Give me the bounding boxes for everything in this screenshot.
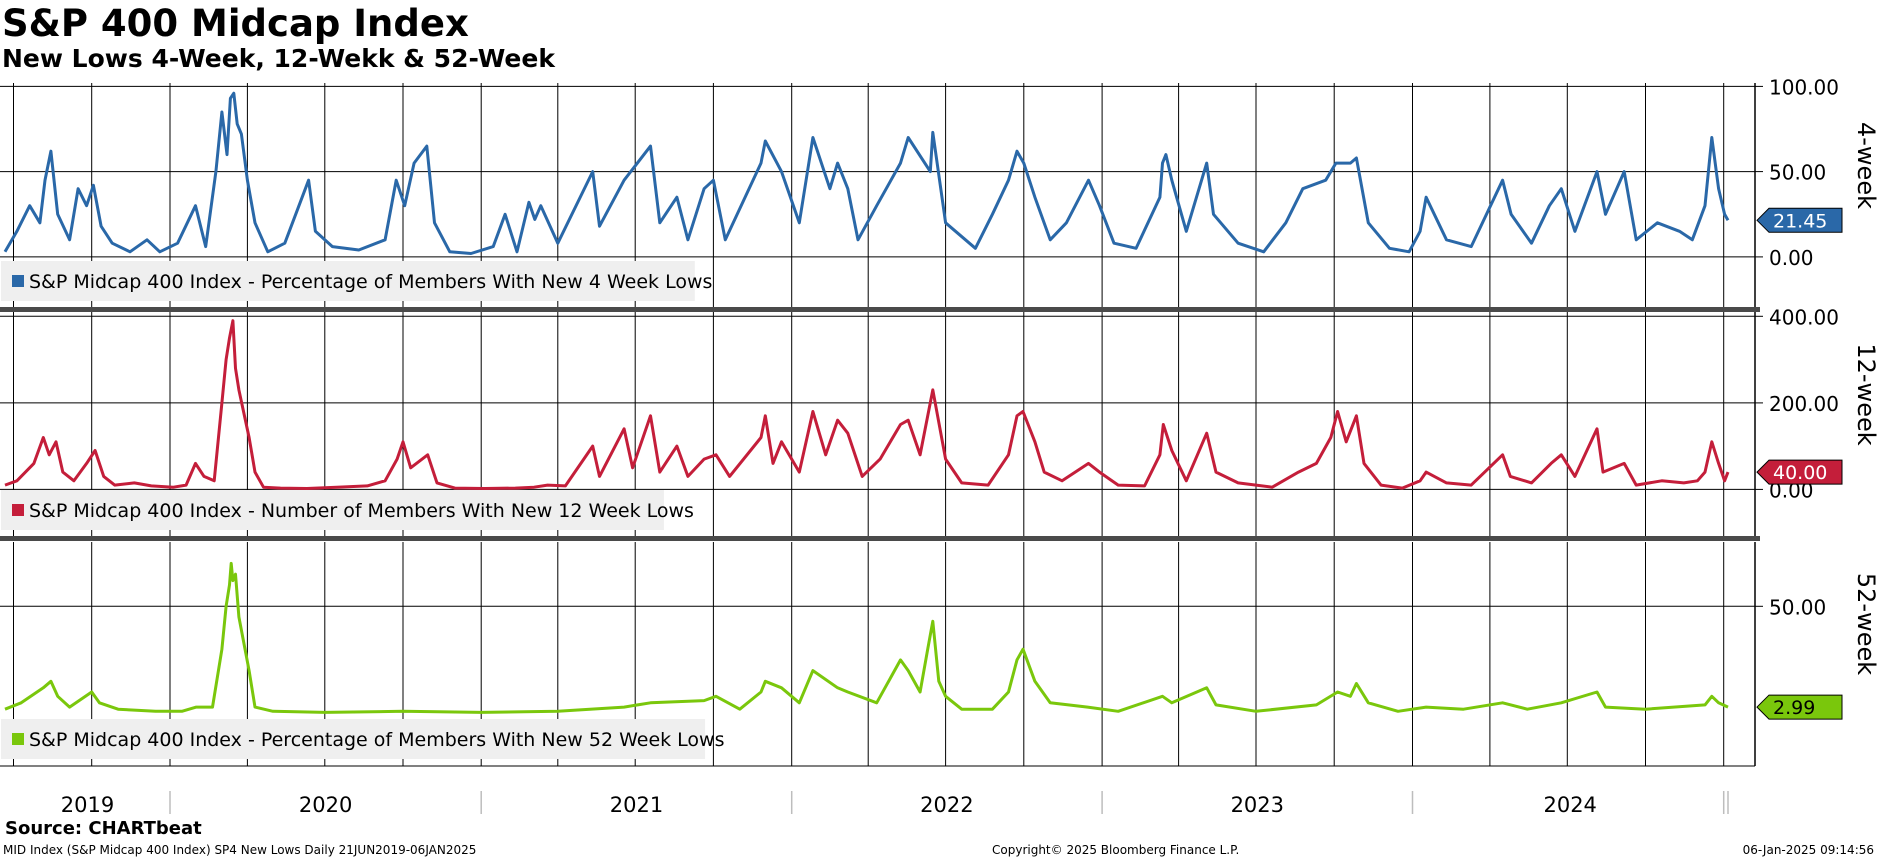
y-tick-label: 100.00 [1769, 75, 1839, 99]
last-value-tag [1756, 694, 1843, 720]
legend-box [1, 719, 706, 759]
panel-separator [0, 307, 1760, 312]
legend-label: S&P Midcap 400 Index - Percentage of Mem… [29, 271, 712, 293]
panel-separator [0, 536, 1760, 541]
y-tick-label: 200.00 [1769, 392, 1839, 416]
x-tick-label: 2023 [1231, 793, 1284, 817]
last-value-tag [1756, 459, 1843, 485]
series-info: MID Index (S&P Midcap 400 Index) SP4 New… [3, 843, 477, 857]
source-note: Source: CHARTbeat [5, 818, 202, 839]
copyright-note: Copyright© 2025 Bloomberg Finance L.P. [992, 843, 1240, 857]
panel-label: 4-week [1852, 122, 1877, 209]
series-line-4-week [3, 91, 1730, 255]
chart-panel-4-week: 0.00 50.00 100.00 21.45 4-week S&P Midcap 400… [0, 75, 1877, 308]
series-line-52-week [4, 561, 1729, 714]
y-tick-label: 50.00 [1769, 595, 1826, 619]
legend-label: S&P Midcap 400 Index - Number of Members… [29, 500, 694, 522]
timestamp: 06-Jan-2025 09:14:56 [1742, 843, 1874, 857]
x-tick-label: 2022 [920, 793, 973, 817]
legend-label: S&P Midcap 400 Index - Percentage of Mem… [29, 729, 725, 751]
legend-swatch [12, 504, 24, 516]
y-tick-label: 50.00 [1769, 161, 1826, 185]
chart-subtitle: New Lows 4-Week, 12-Wekk & 52-Week [2, 44, 555, 73]
legend-box [1, 490, 664, 530]
x-tick-label: 2024 [1543, 793, 1596, 817]
last-value-tag [1756, 207, 1843, 233]
chart-panel-52-week: 50.00 2.99 52-week S&P Midcap 400 Index - P… [0, 542, 1877, 766]
chart-title: S&P 400 Midcap Index [2, 2, 469, 45]
panel-label: 52-week [1852, 573, 1877, 675]
legend-swatch [12, 733, 24, 745]
x-tick-label: 2020 [299, 793, 352, 817]
last-value-label: 21.45 [1773, 210, 1827, 232]
last-value-label: 40.00 [1773, 462, 1827, 484]
legend-swatch [12, 275, 24, 287]
y-tick-label: 400.00 [1769, 305, 1839, 329]
series-line-12-week [4, 319, 1730, 490]
last-value-label: 2.99 [1773, 697, 1815, 719]
x-tick-label: 2019 [61, 793, 114, 817]
x-tick-label: 2021 [610, 793, 663, 817]
panel-label: 12-week [1852, 343, 1877, 445]
legend-box [1, 261, 695, 301]
y-tick-label: 0.00 [1769, 246, 1814, 270]
